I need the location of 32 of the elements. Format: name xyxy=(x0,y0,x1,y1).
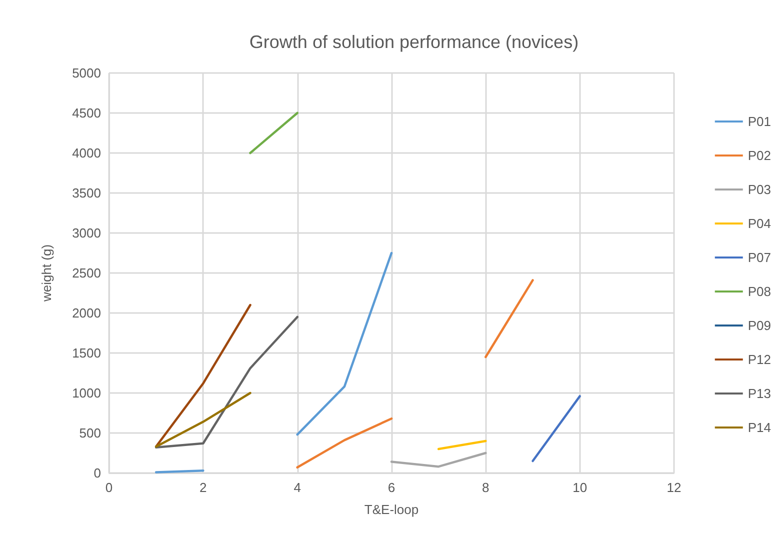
y-tick-label: 0 xyxy=(94,466,101,480)
y-tick-label: 4000 xyxy=(72,146,101,160)
y-tick-label: 4500 xyxy=(72,106,101,120)
y-tick-label: 1000 xyxy=(72,386,101,400)
y-axis-title: weight (g) xyxy=(39,244,54,303)
x-tick-label: 12 xyxy=(666,480,682,495)
chart-title: Growth of solution performance (novices) xyxy=(249,32,579,52)
legend-label: P02 xyxy=(748,148,772,163)
y-tick-label: 500 xyxy=(79,426,101,440)
legend-label: P01 xyxy=(748,114,772,129)
y-tick-label: 2500 xyxy=(72,266,101,280)
legend-label: P12 xyxy=(748,352,772,367)
x-tick-label: 6 xyxy=(388,480,396,495)
x-tick-label: 8 xyxy=(482,480,490,495)
y-tick-label: 1500 xyxy=(72,346,101,360)
x-tick-label: 0 xyxy=(105,480,113,495)
x-tick-label: 10 xyxy=(572,480,588,495)
y-tick-label: 5000 xyxy=(72,66,101,80)
x-tick-label: 2 xyxy=(200,480,207,495)
legend-label: P09 xyxy=(748,318,772,333)
legend-label: P14 xyxy=(748,420,772,435)
x-axis-title: T&E-loop xyxy=(364,502,419,517)
legend-label: P13 xyxy=(748,386,772,401)
x-tick-label: 4 xyxy=(294,480,301,495)
y-tick-label: 3500 xyxy=(72,186,101,200)
legend-label: P04 xyxy=(748,216,772,231)
y-tick-label: 2000 xyxy=(72,306,101,320)
y-tick-label: 3000 xyxy=(72,226,101,240)
legend-label: P07 xyxy=(748,250,772,265)
line-series xyxy=(154,316,298,449)
legend-label: P03 xyxy=(748,182,772,197)
legend-label: P08 xyxy=(748,284,772,299)
